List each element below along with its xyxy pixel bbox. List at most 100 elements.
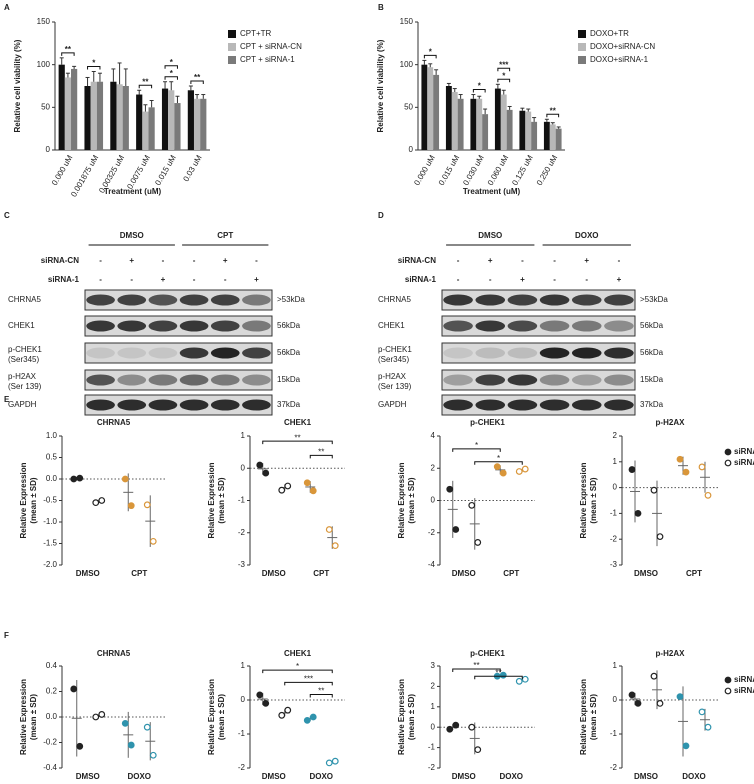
x-tick-label: 0.015 uM — [153, 153, 178, 187]
significance-bracket — [61, 52, 75, 56]
y-tick-label: 1 — [241, 661, 246, 670]
protein-label: CHRNA5 — [378, 295, 411, 304]
data-point — [628, 466, 636, 473]
y-tick-label: -2 — [428, 528, 436, 537]
condition-mark: + — [254, 275, 259, 284]
data-point — [656, 533, 664, 541]
data-point — [309, 487, 317, 495]
size-label: 37kDa — [277, 400, 301, 409]
legend-marker — [724, 676, 732, 684]
significance-bracket — [164, 65, 178, 69]
bar — [148, 107, 155, 150]
blot-band — [507, 347, 538, 359]
chart-title: CHEK1 — [284, 649, 312, 658]
data-point — [70, 475, 78, 483]
bar — [525, 111, 532, 150]
protein-label: GAPDH — [8, 400, 37, 409]
protein-label: CHEK1 — [378, 321, 405, 330]
data-point — [127, 741, 135, 749]
blot-band — [475, 374, 506, 386]
significance-bracket — [497, 78, 511, 83]
size-label: 56kDa — [277, 321, 301, 330]
significance: * — [497, 454, 500, 463]
y-axis-label: Relative Expression — [579, 462, 588, 538]
significance-bracket — [138, 84, 153, 89]
data-point — [278, 486, 286, 494]
data-point — [682, 742, 690, 750]
blot-band — [117, 320, 147, 332]
bar — [445, 86, 452, 150]
blot-band — [242, 374, 271, 386]
data-point — [149, 751, 157, 759]
y-tick-label: 1 — [613, 661, 618, 670]
condition-mark: + — [129, 256, 134, 265]
legend-label: siRNA-CN — [734, 447, 754, 456]
significance-bracket — [452, 448, 501, 452]
y-axis-label: (mean ± SD) — [589, 694, 598, 741]
bar — [161, 88, 169, 150]
y-tick-label: 2 — [613, 431, 618, 440]
data-point — [676, 693, 684, 700]
blot-band — [179, 320, 209, 332]
blot-band — [86, 399, 115, 411]
data-point — [325, 759, 333, 767]
blot-band — [242, 347, 271, 359]
legend-label: DOXO+TR — [590, 29, 629, 38]
y-tick-label: 1 — [613, 457, 618, 466]
y-tick-label: 0 — [431, 496, 436, 505]
bar — [90, 81, 97, 150]
condition-mark: + — [488, 256, 493, 265]
legend-label: CPT+TR — [240, 29, 272, 38]
bar — [71, 68, 78, 150]
blot-band — [210, 374, 240, 386]
data-point — [98, 711, 106, 718]
y-tick-label: 3 — [431, 661, 436, 670]
y-tick-label: -2 — [238, 528, 246, 537]
blot-band — [86, 374, 115, 386]
x-tick-label: DMSO — [262, 772, 286, 781]
blot-band — [148, 320, 178, 332]
protein-label: GAPDH — [378, 400, 407, 409]
blot-band — [475, 294, 506, 306]
y-tick-label: 0.2 — [46, 687, 58, 696]
bar — [187, 90, 194, 150]
data-point — [70, 685, 78, 693]
significance-bracket — [452, 668, 501, 673]
y-tick-label: -2 — [238, 763, 246, 772]
y-axis-label: (mean ± SD) — [217, 694, 226, 741]
data-point — [262, 700, 270, 707]
bar — [531, 121, 538, 150]
bar — [142, 111, 149, 150]
data-point — [303, 479, 311, 487]
data-point — [676, 455, 684, 463]
significance: ** — [294, 433, 300, 442]
size-label: 56kDa — [640, 348, 664, 357]
condition-mark: - — [255, 256, 258, 265]
legend-label: CPT + siRNA-CN — [240, 42, 302, 51]
significance-bracket — [423, 54, 437, 59]
blot-band — [539, 320, 570, 332]
blot-band — [571, 399, 602, 411]
x-tick-label: DMSO — [452, 569, 476, 578]
data-point — [121, 475, 129, 483]
x-tick-label: CPT — [313, 569, 329, 578]
data-point — [143, 723, 151, 731]
blot-band — [604, 347, 634, 359]
group-label: DMSO — [478, 231, 502, 240]
bar — [476, 98, 483, 150]
size-label: 15kDa — [277, 375, 301, 384]
y-tick-label: -1.0 — [43, 517, 57, 526]
blot-band — [117, 399, 147, 411]
condition-mark: - — [457, 256, 460, 265]
data-point — [98, 497, 106, 504]
data-point — [499, 469, 507, 477]
legend-swatch — [228, 30, 236, 38]
data-point — [303, 717, 311, 724]
data-point — [452, 721, 460, 729]
blot-band — [539, 399, 570, 411]
data-point — [650, 486, 658, 494]
y-axis-label: Relative Expression — [207, 462, 216, 538]
x-tick-label: DOXO — [127, 772, 151, 781]
legend-swatch — [578, 43, 586, 51]
